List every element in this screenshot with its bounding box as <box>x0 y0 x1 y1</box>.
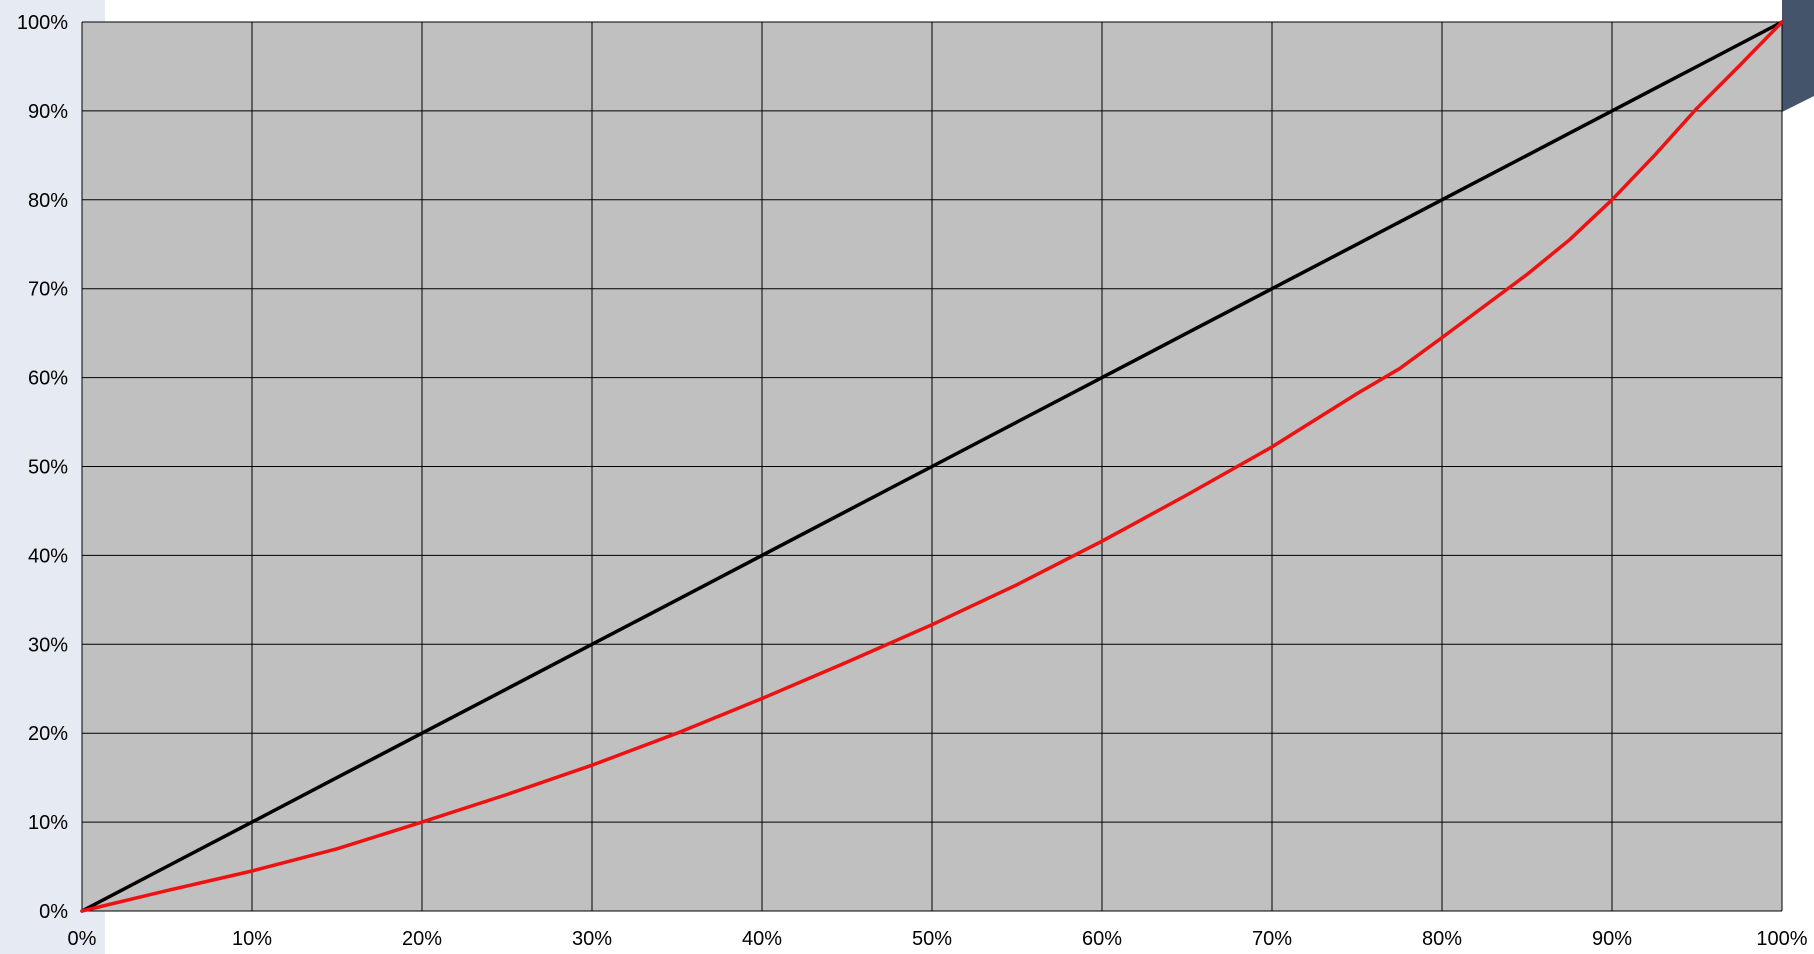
x-tick-label: 0% <box>68 928 97 950</box>
y-axis-tick-labels: 0% 10% 20% 30% 40% 50% 60% 70% 80% 90% 100% <box>17 12 68 923</box>
y-tick-label: 10% <box>28 812 68 834</box>
x-tick-label: 10% <box>232 928 272 950</box>
x-tick-label: 60% <box>1082 928 1122 950</box>
y-tick-label: 20% <box>28 723 68 745</box>
y-tick-label: 30% <box>28 634 68 656</box>
y-tick-label: 60% <box>28 368 68 390</box>
x-tick-label: 50% <box>912 928 952 950</box>
corner-accent-shape <box>1782 0 1814 112</box>
corner-accent-polygon <box>1782 0 1814 112</box>
x-tick-label: 30% <box>572 928 612 950</box>
x-axis-tick-labels: 0% 10% 20% 30% 40% 50% 60% 70% 80% 90% 100% <box>68 928 1808 950</box>
series-line-2 <box>80 20 1784 913</box>
x-tick-label: 40% <box>742 928 782 950</box>
x-tick-label: 80% <box>1422 928 1462 950</box>
series-line-1 <box>80 20 1784 913</box>
x-tick-label: 20% <box>402 928 442 950</box>
y-tick-label: 90% <box>28 101 68 123</box>
grid-lines <box>81 21 1783 912</box>
x-tick-label: 100% <box>1756 928 1807 950</box>
y-tick-label: 40% <box>28 545 68 567</box>
y-tick-label: 80% <box>28 190 68 212</box>
y-tick-label: 70% <box>28 279 68 301</box>
y-tick-label: 100% <box>17 12 68 34</box>
x-tick-label: 70% <box>1252 928 1292 950</box>
x-tick-label: 90% <box>1592 928 1632 950</box>
y-tick-label: 50% <box>28 457 68 479</box>
y-tick-label: 0% <box>39 901 68 923</box>
data-series <box>80 20 1784 913</box>
